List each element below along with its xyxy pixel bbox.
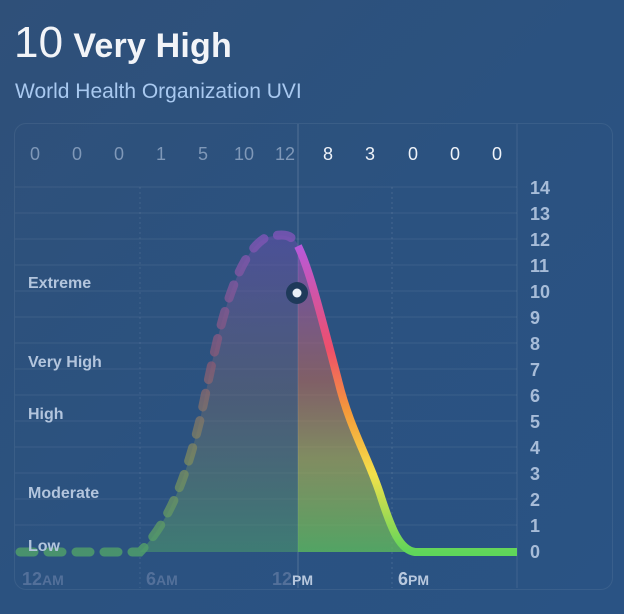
y-tick: 7 bbox=[530, 360, 540, 380]
uv-level-label: Very High bbox=[73, 27, 232, 65]
hour-value: 0 bbox=[408, 144, 418, 164]
y-tick: 8 bbox=[530, 334, 540, 354]
y-tick: 4 bbox=[530, 438, 540, 458]
hour-value: 5 bbox=[198, 144, 208, 164]
past-dashed-line bbox=[15, 230, 299, 557]
future-area bbox=[298, 248, 415, 552]
y-tick: 14 bbox=[530, 178, 550, 198]
y-tick: 2 bbox=[530, 490, 540, 510]
hour-value: 12 bbox=[275, 144, 295, 164]
uv-index-value: 10 bbox=[14, 18, 64, 67]
y-tick: 3 bbox=[530, 464, 540, 484]
x-label-12am: 12AM bbox=[22, 569, 64, 589]
category-high: High bbox=[28, 406, 64, 423]
category-extreme: Extreme bbox=[28, 275, 91, 292]
hour-value: 8 bbox=[323, 144, 333, 164]
hour-value: 3 bbox=[365, 144, 375, 164]
uv-headline: 10 Very High bbox=[14, 18, 232, 68]
x-axis-labels: 12AM 6AM 12PM 6PM bbox=[22, 569, 429, 589]
uv-category-labels: Extreme Very High High Moderate Low bbox=[28, 275, 102, 555]
y-tick: 0 bbox=[530, 542, 540, 562]
y-tick: 5 bbox=[530, 412, 540, 432]
uv-source-label: World Health Organization UVI bbox=[15, 80, 302, 103]
y-tick: 9 bbox=[530, 308, 540, 328]
x-label-6am: 6AM bbox=[146, 569, 178, 589]
y-tick: 11 bbox=[530, 256, 549, 276]
x-label-12pm: 12PM bbox=[272, 569, 313, 589]
hour-value: 0 bbox=[492, 144, 502, 164]
hour-value: 0 bbox=[72, 144, 82, 164]
y-tick: 10 bbox=[530, 282, 550, 302]
category-very-high: Very High bbox=[28, 354, 102, 371]
hour-value: 0 bbox=[450, 144, 460, 164]
chart-frame bbox=[14, 123, 613, 590]
future-line bbox=[294, 244, 517, 556]
hour-value: 10 bbox=[234, 144, 254, 164]
y-tick: 13 bbox=[530, 204, 550, 224]
x-label-6pm: 6PM bbox=[398, 569, 429, 589]
current-value-dot bbox=[292, 288, 302, 298]
y-axis-ticks: 14 13 12 11 10 9 8 7 6 5 4 3 2 1 0 bbox=[530, 178, 550, 562]
hourly-values: 0 0 0 1 5 10 12 8 3 0 0 0 bbox=[30, 144, 502, 164]
hour-value: 1 bbox=[156, 144, 166, 164]
past-area bbox=[140, 235, 298, 552]
y-tick: 12 bbox=[530, 230, 550, 250]
hour-value: 0 bbox=[114, 144, 124, 164]
y-tick: 6 bbox=[530, 386, 540, 406]
category-moderate: Moderate bbox=[28, 485, 99, 502]
y-tick: 1 bbox=[530, 516, 540, 536]
hour-value: 0 bbox=[30, 144, 40, 164]
category-low: Low bbox=[28, 538, 61, 555]
